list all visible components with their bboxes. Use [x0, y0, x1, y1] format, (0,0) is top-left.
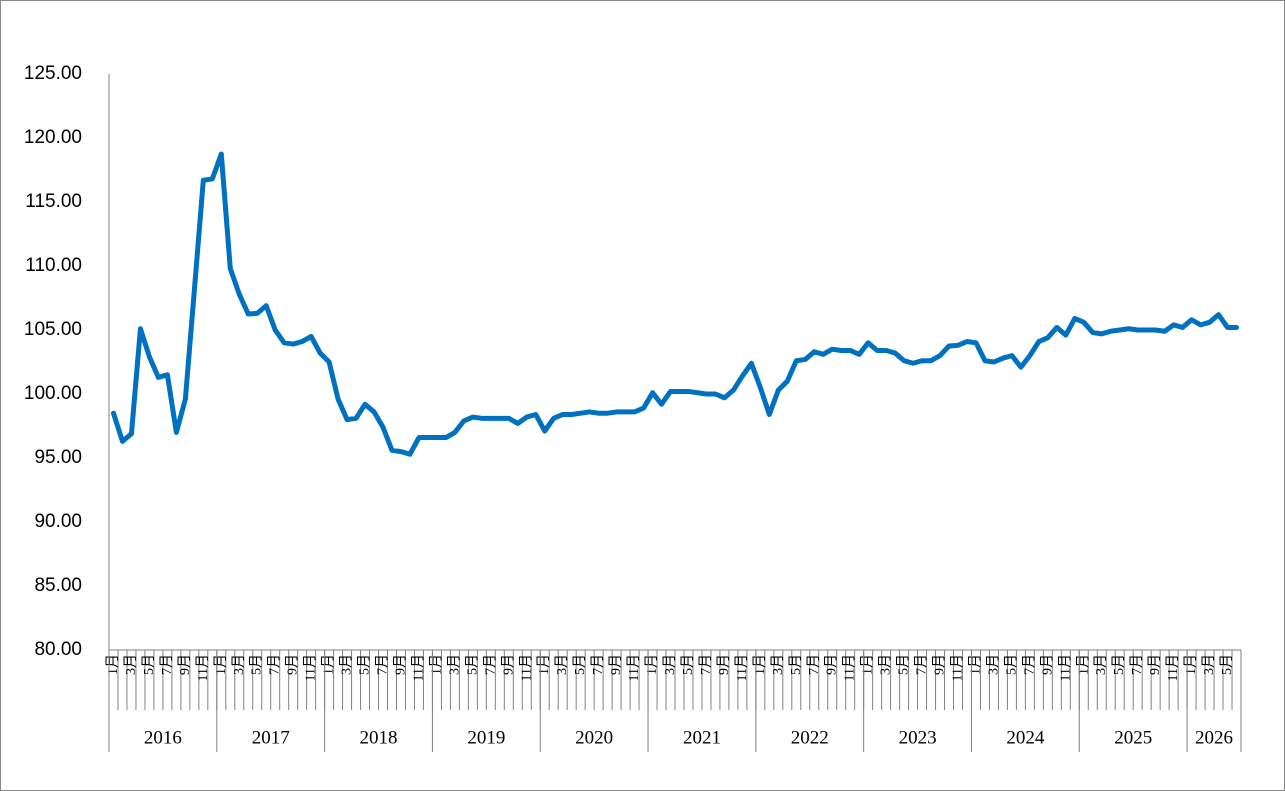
- x-tick-label: 7月: [806, 654, 822, 675]
- group-label: 2017: [252, 727, 290, 748]
- x-tick-label: 5月: [249, 654, 265, 675]
- x-tick-label: 5月: [788, 654, 804, 675]
- x-tick-label: 9月: [1039, 654, 1055, 675]
- x-tick-label: 5月: [572, 654, 588, 675]
- x-tick-label: 9月: [285, 654, 301, 675]
- x-tick-label: 9月: [1147, 654, 1163, 675]
- x-tick-label: 1月: [1075, 654, 1091, 675]
- x-tick-label: 1月: [105, 654, 121, 675]
- x-tick-label: 1月: [321, 654, 337, 675]
- x-tick-label: 3月: [123, 654, 139, 675]
- group-label: 2022: [791, 727, 829, 748]
- x-tick-label: 1月: [644, 654, 660, 675]
- x-tick-label: 3月: [985, 654, 1001, 675]
- data-line: [110, 151, 1240, 457]
- x-tick-label: 11月: [195, 654, 211, 681]
- x-tick-label: 1月: [536, 654, 552, 675]
- x-tick-label: 11月: [626, 654, 642, 681]
- x-tick-label: 3月: [1201, 654, 1217, 675]
- x-tick-label: 11月: [303, 654, 319, 681]
- x-tick-label: 3月: [878, 654, 894, 675]
- x-tick-label: 7月: [914, 654, 930, 675]
- x-tick-label: 1月: [752, 654, 768, 675]
- y-tick-label: 100.00: [24, 383, 82, 404]
- y-tick-label: 85.00: [34, 575, 82, 596]
- x-tick-label: 3月: [339, 654, 355, 675]
- x-tick-label: 1月: [428, 654, 444, 675]
- x-tick-label: 11月: [1165, 654, 1181, 681]
- y-tick-label: 120.00: [24, 127, 82, 148]
- x-tick-label: 11月: [950, 654, 966, 681]
- x-tick-label: 5月: [1219, 654, 1235, 675]
- group-label: 2021: [683, 727, 721, 748]
- group-label: 2024: [1006, 727, 1045, 748]
- x-tick-label: 9月: [824, 654, 840, 675]
- group-label: 2026: [1195, 727, 1233, 748]
- y-tick-label: 125.00: [24, 63, 82, 84]
- x-tick-label: 7月: [375, 654, 391, 675]
- x-tick-label: 5月: [1003, 654, 1019, 675]
- x-tick-label: 9月: [177, 654, 193, 675]
- x-tick-label: 11月: [410, 654, 426, 681]
- x-tick-label: 7月: [698, 654, 714, 675]
- y-tick-label: 90.00: [34, 511, 82, 532]
- x-tick-label: 5月: [464, 654, 480, 675]
- y-tick-label: 80.00: [34, 639, 82, 660]
- x-tick-label: 7月: [159, 654, 175, 675]
- y-tick-label: 95.00: [34, 447, 82, 468]
- group-label: 2016: [144, 727, 182, 748]
- x-tick-label: 5月: [680, 654, 696, 675]
- x-tick-label: 1月: [213, 654, 229, 675]
- x-tick-label: 5月: [141, 654, 157, 675]
- y-tick-label: 110.00: [25, 255, 82, 276]
- x-tick-label: 3月: [446, 654, 462, 675]
- x-tick-label: 11月: [1057, 654, 1073, 681]
- x-tick-label: 5月: [896, 654, 912, 675]
- group-label: 2023: [899, 727, 937, 748]
- x-tick-label: 1月: [860, 654, 876, 675]
- x-tick-label: 3月: [1093, 654, 1109, 675]
- x-tick-label: 11月: [734, 654, 750, 681]
- x-tick-label: 5月: [357, 654, 373, 675]
- x-tick-label: 9月: [608, 654, 624, 675]
- group-label: 2025: [1114, 727, 1152, 748]
- x-tick-label: 11月: [842, 654, 858, 681]
- group-label: 2019: [467, 727, 505, 748]
- x-tick-label: 7月: [1021, 654, 1037, 675]
- x-tick-label: 5月: [1111, 654, 1127, 675]
- x-tick-label: 9月: [932, 654, 948, 675]
- x-tick-label: 11月: [518, 654, 534, 681]
- x-tick-label: 9月: [392, 654, 408, 675]
- x-tick-label: 7月: [267, 654, 283, 675]
- x-tick-label: 1月: [1183, 654, 1199, 675]
- x-tick-label: 9月: [716, 654, 732, 675]
- group-label: 2018: [360, 727, 398, 748]
- x-tick-label: 7月: [1129, 654, 1145, 675]
- x-tick-label: 9月: [500, 654, 516, 675]
- x-tick-label: 3月: [554, 654, 570, 675]
- y-tick-label: 105.00: [24, 319, 82, 340]
- x-tick-label: 3月: [231, 654, 247, 675]
- group-label: 2020: [575, 727, 613, 748]
- y-tick-label: 115.00: [25, 191, 82, 212]
- x-tick-label: 3月: [662, 654, 678, 675]
- x-tick-label: 3月: [770, 654, 786, 675]
- x-tick-label: 1月: [967, 654, 983, 675]
- x-tick-label: 7月: [590, 654, 606, 675]
- x-tick-label: 7月: [482, 654, 498, 675]
